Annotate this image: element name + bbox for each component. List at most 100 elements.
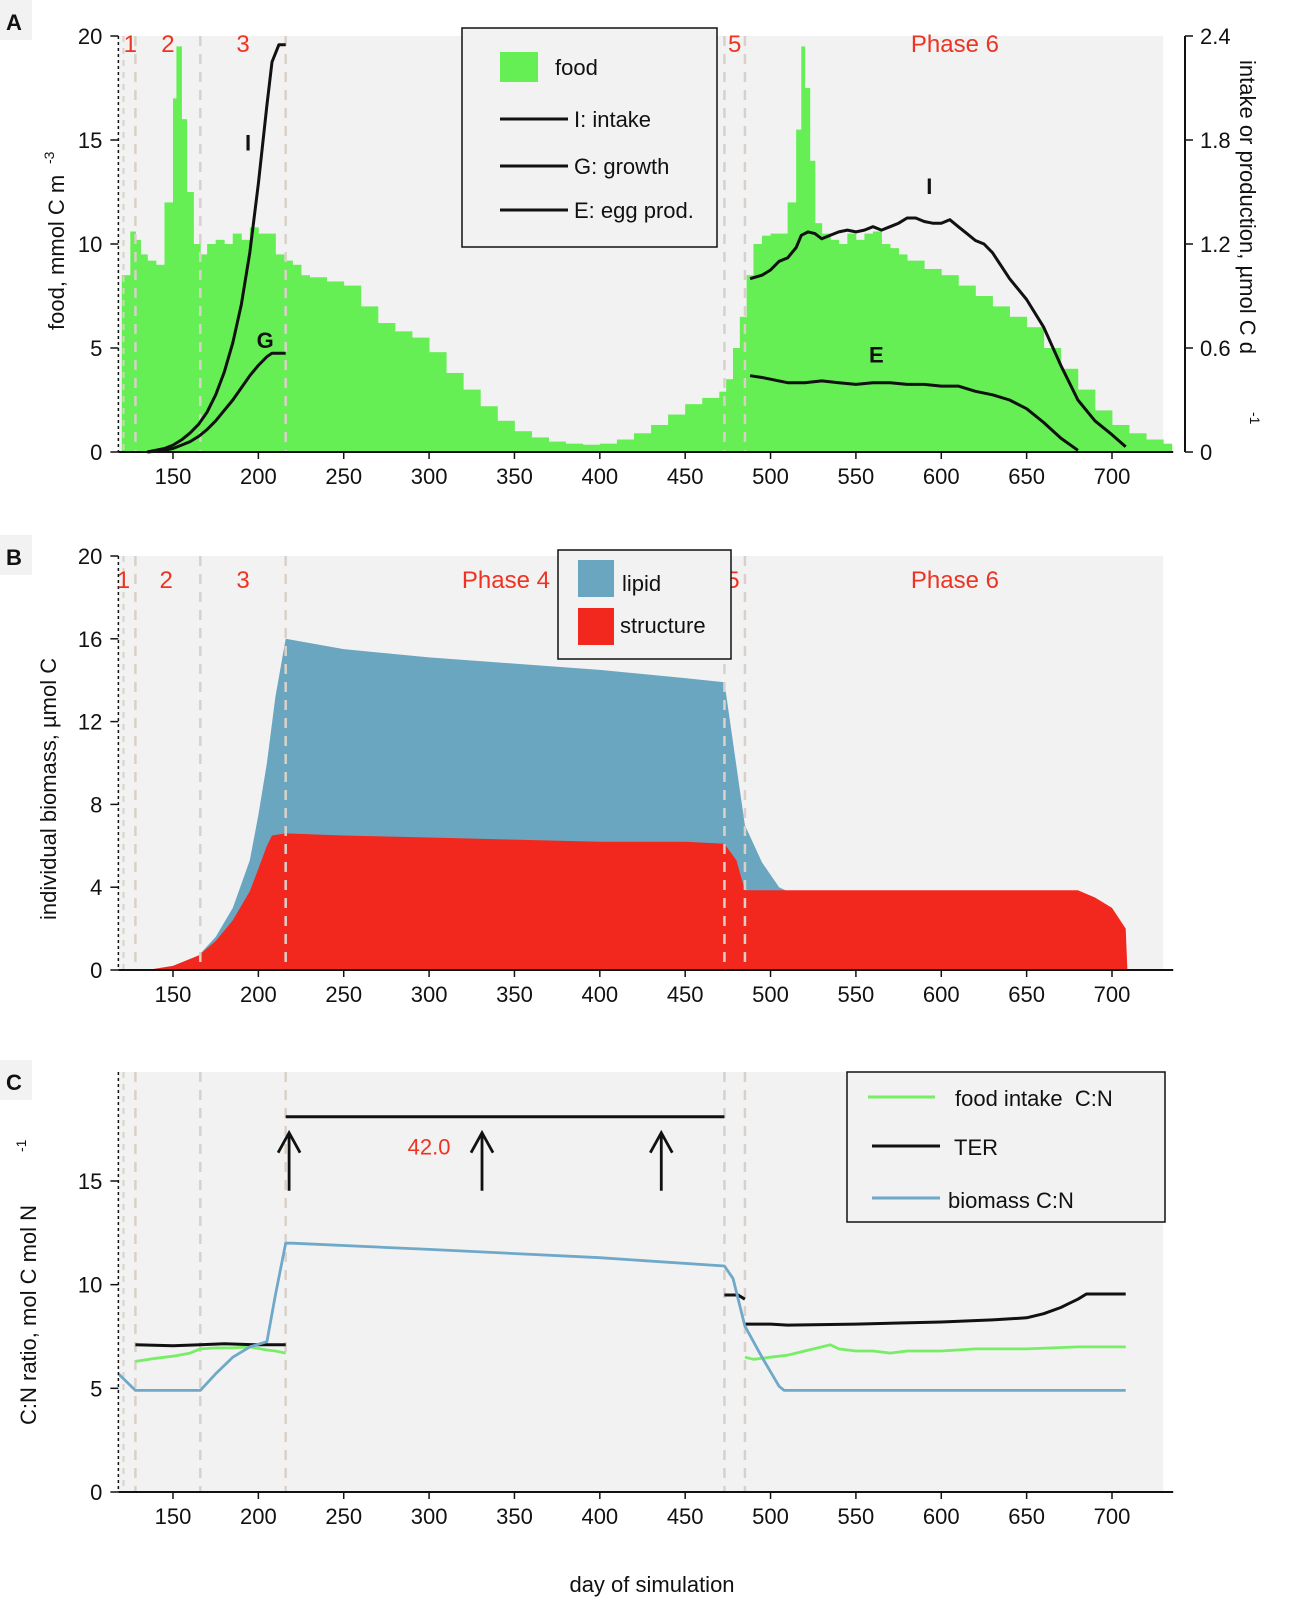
- ter-arrow: [469, 1129, 495, 1191]
- y-axis-label-sup: -1: [13, 1139, 29, 1152]
- phase-label: 3: [236, 31, 249, 58]
- food-bar: [121, 275, 131, 452]
- food-bar: [809, 160, 816, 453]
- y-tick-label: 4: [90, 875, 102, 900]
- x-tick-label: 200: [240, 464, 277, 489]
- food-bar: [779, 233, 789, 452]
- y-tick-label: 5: [90, 336, 102, 361]
- food-bar: [181, 119, 188, 452]
- phase-label: Phase 4: [462, 567, 550, 594]
- food-bar: [881, 244, 891, 452]
- food-bar: [377, 323, 396, 452]
- intake-line: [147, 43, 286, 454]
- food-bar: [770, 233, 780, 452]
- ter-line: [135, 1342, 286, 1348]
- biomass-areas: [147, 638, 1128, 970]
- food-bar: [266, 233, 276, 452]
- y-tick-label: 10: [78, 1273, 102, 1298]
- food-bar: [898, 254, 908, 452]
- y-tick-label: 5: [90, 1376, 102, 1401]
- food-bar: [719, 391, 727, 452]
- panel-b-label-bg: [0, 535, 32, 575]
- x-tick-label: 250: [325, 1504, 362, 1529]
- x-tick-label: 350: [496, 982, 533, 1007]
- food-bar: [1026, 327, 1045, 452]
- growth-line: [147, 351, 286, 454]
- legend-food-label: food: [555, 55, 598, 80]
- y2-tick-label: 2.4: [1200, 24, 1231, 49]
- food-bar: [582, 444, 601, 452]
- phase-label: Phase 6: [911, 567, 999, 594]
- food-bar: [1163, 443, 1173, 452]
- food-bar: [668, 414, 686, 452]
- legend-growth-label: G: growth: [574, 154, 669, 179]
- phase-label: 3: [236, 567, 249, 594]
- curve-annotations: I G I E: [245, 130, 932, 367]
- food-bar: [176, 46, 182, 453]
- x-tick-label: 650: [1008, 464, 1045, 489]
- x-tick-label: 550: [838, 982, 875, 1007]
- phase-label: 1: [117, 567, 130, 594]
- food-bar: [739, 316, 748, 452]
- food-bar: [548, 441, 567, 452]
- y-tick-label: 15: [78, 1169, 102, 1194]
- food-bar: [258, 233, 268, 452]
- legend-intake-label: I: intake: [574, 107, 651, 132]
- food-bar: [283, 260, 293, 452]
- x-tick-label: 450: [667, 1504, 704, 1529]
- food-bar: [924, 268, 942, 452]
- food-bar: [907, 260, 925, 452]
- food-bar: [864, 233, 874, 452]
- x-tick-label: 400: [581, 982, 618, 1007]
- food-bar: [140, 254, 148, 452]
- egg-production-line: [749, 374, 1079, 452]
- food-bar: [753, 244, 763, 452]
- phase-label: 2: [159, 567, 172, 594]
- x-tick-label: 350: [496, 1504, 533, 1529]
- food-bar: [249, 227, 259, 452]
- y-tick-label: 12: [78, 710, 102, 735]
- food-bar: [1146, 439, 1164, 452]
- y-tick-label: 10: [78, 232, 102, 257]
- food-bar: [685, 404, 703, 452]
- food-bar: [796, 129, 802, 452]
- food-bar: [821, 233, 831, 452]
- food-bar: [326, 281, 345, 452]
- food-bar: [531, 437, 549, 452]
- food-bar: [463, 389, 481, 452]
- y-tick-label: 0: [90, 1480, 102, 1505]
- phase-boundaries: [122, 1072, 747, 1492]
- legend: food I: intake G: growth E: egg prod.: [461, 27, 718, 248]
- food-bar: [497, 420, 515, 452]
- food-bar: [241, 239, 251, 452]
- x-tick-label: 400: [581, 1504, 618, 1529]
- food-bar: [164, 202, 174, 452]
- x-tick-label: 700: [1094, 464, 1131, 489]
- food-bar: [732, 348, 741, 452]
- food-bar: [215, 239, 225, 452]
- food-bar: [207, 244, 217, 452]
- x-tick-label: 300: [411, 464, 448, 489]
- phase-label: 2: [161, 31, 174, 58]
- y2-tick-label: 0: [1200, 440, 1212, 465]
- food-bar: [992, 306, 1010, 452]
- food-bar: [446, 372, 464, 452]
- food-intake-cn-line: [135, 1345, 286, 1363]
- ter-line: [744, 1292, 1126, 1327]
- ter-arrow: [276, 1129, 302, 1191]
- food-bar: [1009, 316, 1028, 452]
- food-bar: [135, 239, 141, 452]
- x-tick-label: 600: [923, 1504, 960, 1529]
- food-bar: [830, 239, 840, 452]
- x-tick-label: 600: [923, 464, 960, 489]
- food-bar: [1129, 433, 1147, 452]
- y-tick-label: 20: [78, 544, 102, 569]
- food-bar: [599, 443, 618, 452]
- food-bar: [847, 233, 857, 452]
- x-tick-label: 550: [838, 464, 875, 489]
- x-tick-label: 500: [752, 982, 789, 1007]
- ter-value-label: 42.0: [408, 1135, 451, 1160]
- food-bar: [872, 231, 882, 452]
- food-bar: [651, 424, 669, 452]
- x-tick-label: 150: [155, 982, 192, 1007]
